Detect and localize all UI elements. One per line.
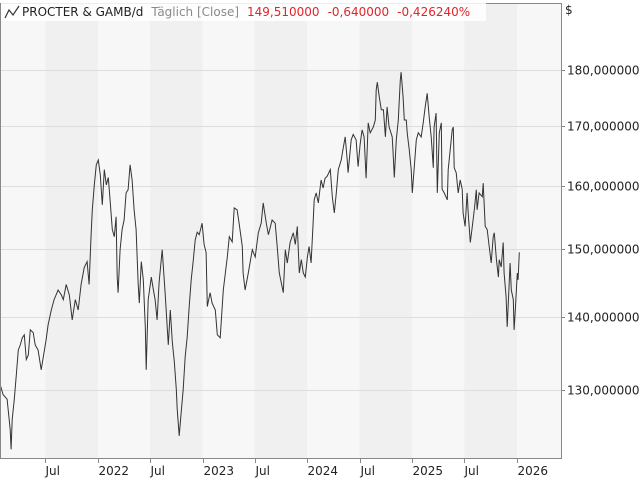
line-chart-icon	[4, 5, 20, 19]
y-tick-label: 180,000000	[567, 64, 640, 78]
time-band	[412, 3, 465, 458]
x-tick-label: 2022	[99, 464, 130, 478]
time-band	[517, 3, 561, 458]
last-price: 149,510000	[247, 5, 320, 19]
x-tick-label: Jul	[255, 464, 270, 478]
instrument-name[interactable]: PROCTER & GAMB/d	[22, 5, 144, 19]
price-change: -0,640000	[327, 5, 390, 19]
time-band	[45, 3, 98, 458]
x-tick-label: 2024	[308, 464, 339, 478]
time-band	[98, 3, 150, 458]
x-axis: Jul 2022 Jul 2023 Jul 2024 Jul 2025 Jul 2026	[45, 458, 549, 478]
y-tick-label: 170,000000	[567, 120, 640, 134]
currency-label: $	[565, 3, 573, 17]
time-band	[464, 3, 517, 458]
chart-header: PROCTER & GAMB/d Täglich [Close] 149,510…	[1, 3, 487, 21]
time-band	[359, 3, 413, 458]
time-band	[254, 3, 308, 458]
x-tick-label: 2026	[518, 464, 549, 478]
y-tick-label: 130,000000	[567, 384, 640, 398]
gridlines	[0, 70, 561, 391]
time-bands	[0, 3, 561, 458]
x-tick-label: Jul	[464, 464, 479, 478]
price-line	[0, 72, 520, 450]
time-band	[0, 3, 46, 458]
y-tick-label: 160,000000	[567, 180, 640, 194]
period-label[interactable]: Täglich [Close]	[151, 5, 240, 19]
y-tick-label: 150,000000	[567, 243, 640, 257]
time-band	[307, 3, 360, 458]
x-tick-label: Jul	[360, 464, 375, 478]
x-tick-label: Jul	[45, 464, 60, 478]
x-tick-label: Jul	[150, 464, 165, 478]
price-change-percent: -0,426240%	[397, 5, 471, 19]
x-tick-label: 2023	[204, 464, 235, 478]
y-axis: $ 130,000000 140,000000 150,000000 160,0000…	[561, 3, 640, 398]
time-band	[202, 3, 255, 458]
time-band	[149, 3, 203, 458]
x-tick-label: 2025	[413, 464, 444, 478]
y-tick-label: 140,000000	[567, 311, 640, 325]
